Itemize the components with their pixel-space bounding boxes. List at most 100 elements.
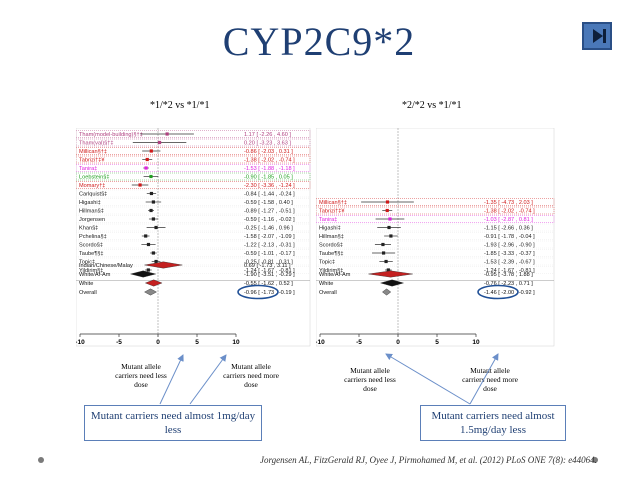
x-tick-label: 5 [195,339,199,346]
study-row-outline [76,155,311,164]
pooled-ci-text: -1.46 [ -2.00 , -0.92 ] [484,290,535,296]
study-row-outline [76,232,311,240]
study-point [386,268,390,272]
x-tick-label: -5 [116,339,122,346]
study-name: Scordo§‡ [79,243,103,249]
study-ci-text: -0.59 [ -1.01 , -0.17 ] [244,251,295,257]
study-name: Taube¶§‡ [79,251,103,257]
pooled-name: Indian/Chinese/Malay [79,263,133,269]
study-ci-text: -0.86 [ -2.03 , 0.31 ] [244,149,293,155]
study-ci-text: -1.53 [ -2.39 , -0.67 ] [484,260,535,266]
right-note-less-dose: Mutant allele carriers need less dose [344,366,396,393]
right-bullet-dot [592,457,598,463]
study-ci-text: -0.90 [ -1.85 , 0.05 ] [244,175,293,181]
study-point [145,157,149,162]
study-name: Tham(val)§†‡ [79,141,114,147]
pooled-ci-text: -0.76 [ -2.23 , 0.71 ] [484,281,533,287]
study-row-outline [76,172,311,181]
pooled-ci-text: 0.69 [ -1.73 , 3.11 ] [244,263,291,269]
x-tick-label: 0 [396,339,400,346]
study-ci-text: -1.03 [ -2.87 , 0.81 ] [484,217,533,223]
study-name: Khan§‡ [79,226,98,232]
pooled-name: Overall [79,290,97,296]
left-callout-box: Mutant carriers need almost 1mg/day less [84,405,262,441]
study-name: Tanira‡ [79,166,97,172]
study-ci-text: -1.38 [ -2.02 , -0.74 ] [484,209,535,215]
study-point [154,225,158,230]
study-ci-text: -1.15 [ -2.66 , 0.36 ] [484,226,533,232]
study-point [149,208,153,213]
right-callout-box: Mutant carriers need almost 1.5mg/day le… [420,405,566,441]
study-point [149,191,154,196]
pooled-name: White/Af-Am [319,272,351,278]
study-point [384,259,388,264]
study-ci-text: -1.58 [ -2.07 , -1.09 ] [244,234,295,240]
study-ci-text: 0.20 [ -3.23 , 3.63 ] [244,141,291,147]
study-row-outline [76,198,311,206]
right-forest-plot: Millican§†‡ -1.35 [ -4.73 , 2.03 ] Tabrizi… [316,128,555,347]
study-row-outline [76,164,311,172]
citation: Jorgensen AL, FitzGerald RJ, Oyee J, Pir… [260,455,597,465]
study-point [144,166,148,170]
study-name: Higashi‡ [79,200,101,206]
pooled-diamond [382,288,392,296]
pooled-name: White [319,281,333,287]
next-slide-button[interactable] [582,22,612,50]
study-name: Pchelina§‡ [79,234,107,240]
study-name: Jorgensen [79,217,105,223]
study-point [385,200,390,204]
study-row-outline [76,215,311,223]
study-point [381,242,385,247]
pooled-diamond [144,279,163,287]
study-name: Scordo§‡ [319,243,343,249]
left-forest-plot: Tham(model-building)§†‡ 1.17 [ -2.26 , 4.… [76,128,311,347]
left-note-more-dose: Mutant allele carriers need more dose [223,362,279,389]
study-name: Millican§†‡ [319,200,347,206]
study-name: Loebstein§‡ [79,175,109,181]
study-name: Hillman§‡ [79,209,104,215]
study-point [138,183,142,187]
study-name: Topic‡ [319,260,335,266]
pooled-name: White/Af-Am [79,272,111,278]
arrow-right-less [385,353,471,405]
study-point [151,251,155,255]
pooled-diamond [379,279,405,287]
study-name: Yildirim§‡ [319,268,343,274]
study-point [157,140,162,145]
study-point [389,234,393,238]
x-tick-label: 10 [472,339,480,346]
study-ci-text: -1.35 [ -4.73 , 2.03 ] [484,200,533,206]
x-tick-label: -10 [76,339,85,346]
pooled-ci-text: -0.95 [ -3.78 , 1.88 ] [484,272,533,278]
study-name: Tabrizi†‡¥ [319,209,345,215]
study-name: Momary†‡ [79,183,105,189]
study-name: Millican§†‡ [79,149,107,155]
study-name: Carlquist§‡ [79,192,107,198]
study-ci-text: -2.30 [ -3.36 , -1.24 ] [244,183,295,189]
left-bullet-dot [38,457,44,463]
study-ci-text: -1.24 [ -1.67 , -0.81 ] [484,268,535,274]
study-ci-text: -1.53 [ -1.88 , -1.18 ] [244,166,295,172]
study-row-outline [76,249,311,257]
pooled-name: White [79,281,93,287]
study-point [146,268,150,272]
x-tick-label: 5 [435,339,439,346]
pooled-ci-text: -1.90 [ -3.51 , -0.29 ] [244,272,295,278]
study-point [154,259,158,264]
study-name: Topic‡ [79,260,95,266]
study-row-outline [316,232,555,240]
study-ci-text: -0.89 [ -1.27 , -0.51 ] [244,209,295,215]
x-tick-label: -5 [356,339,362,346]
study-point [165,132,169,136]
study-ci-text: -1.24 [ -1.67 , -0.81 ] [244,268,295,274]
study-ci-text: -0.84 [ -1.44 , -0.24 ] [244,192,295,198]
right-panel-header: *2/*2 vs *1/*1 [402,100,462,111]
study-point [388,217,392,221]
study-ci-text: -0.59 [ -1.16 , -0.02 ] [244,217,295,223]
study-row-outline [316,266,555,274]
right-note-more-dose: Mutant allele carriers need more dose [462,366,518,393]
study-row-outline [316,206,555,215]
study-row-outline [76,130,311,138]
overall-highlight-ellipse [477,284,519,300]
